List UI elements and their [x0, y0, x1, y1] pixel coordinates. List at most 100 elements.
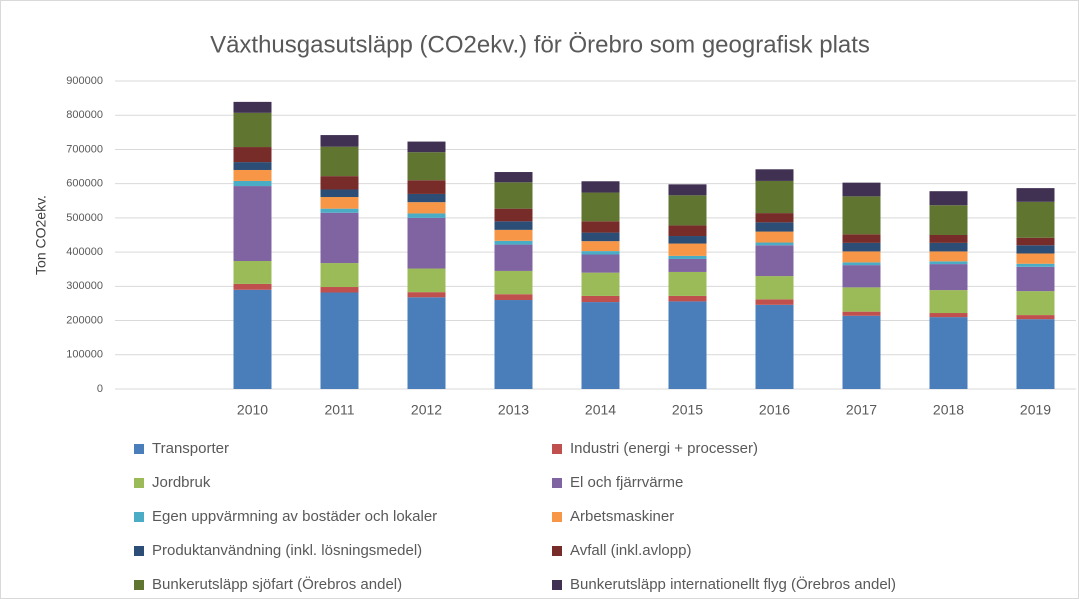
bar-segment	[581, 192, 620, 222]
bar-segment	[233, 180, 272, 187]
bar-segment	[494, 182, 533, 209]
bar-segment	[1016, 266, 1055, 292]
bar-segment	[407, 213, 446, 218]
y-tick-label: 600000	[66, 178, 103, 190]
x-tick-label: 2019	[1020, 402, 1051, 418]
bar-segment	[755, 169, 794, 181]
bar-segment	[668, 236, 707, 244]
bar-segment	[581, 181, 620, 193]
legend-label: Bunkerutsläpp internationellt flyg (Öreb…	[570, 575, 896, 593]
bar-segment	[755, 231, 794, 243]
bar-segment	[320, 263, 359, 288]
legend-swatch	[134, 512, 144, 522]
bar-segment	[668, 225, 707, 237]
legend-swatch	[552, 444, 562, 454]
bar-segment	[668, 243, 707, 256]
bar-segment	[668, 258, 707, 272]
y-tick-label: 0	[97, 383, 103, 395]
legend-swatch	[552, 546, 562, 556]
bar-segment	[494, 172, 533, 183]
bar-segment	[581, 221, 620, 233]
bar-segment	[581, 254, 620, 273]
bar-segment	[233, 101, 272, 113]
x-tick-label: 2013	[498, 402, 529, 418]
bar-segment	[755, 245, 794, 277]
bar-segment	[842, 196, 881, 235]
bar-segment	[1016, 319, 1055, 389]
bar-segment	[1016, 245, 1055, 254]
bar-segment	[755, 180, 794, 214]
bar-segment	[407, 193, 446, 203]
x-tick-label: 2016	[759, 402, 790, 418]
bar-segment	[581, 302, 620, 389]
y-tick-label: 300000	[66, 280, 103, 292]
bar-segment	[842, 242, 881, 252]
bar-segment	[929, 264, 968, 291]
x-tick-label: 2018	[933, 402, 964, 418]
y-tick-label: 700000	[66, 143, 103, 155]
legend-swatch	[134, 478, 144, 488]
bar-segment	[842, 182, 881, 197]
bar-segment	[581, 251, 620, 255]
bar-segment	[233, 186, 272, 262]
bar-segment	[842, 234, 881, 243]
bar-segment	[668, 195, 707, 226]
bar-segment	[755, 304, 794, 389]
bar-segment	[320, 146, 359, 177]
y-tick-label: 800000	[66, 109, 103, 121]
bar-segment	[668, 271, 707, 296]
bar-segment	[233, 147, 272, 163]
bar-segment	[1016, 253, 1055, 264]
y-tick-label: 900000	[66, 75, 103, 87]
y-tick-label: 400000	[66, 246, 103, 258]
y-axis-label: Ton CO2ekv.	[33, 195, 49, 275]
bar-segment	[1016, 188, 1055, 202]
bar-segment	[407, 217, 446, 269]
bar-segment	[842, 265, 881, 288]
x-tick-label: 2014	[585, 402, 616, 418]
bar-segment	[494, 221, 533, 230]
bar-segment	[929, 317, 968, 389]
bar-segment	[320, 189, 359, 198]
bar-segment	[755, 299, 794, 305]
bar-segment	[407, 141, 446, 153]
bar-segment	[929, 251, 968, 262]
bar-segment	[1016, 263, 1055, 267]
bar-segment	[494, 244, 533, 271]
bar-segment	[929, 290, 968, 314]
bar-segment	[842, 287, 881, 312]
chart-title: Växthusgasutsläpp (CO2ekv.) för Örebro s…	[210, 31, 870, 58]
bar-segment	[668, 255, 707, 259]
bar-segment	[929, 191, 968, 206]
legend-swatch	[134, 580, 144, 590]
legend-label: El och fjärrvärme	[570, 474, 683, 491]
legend-label: Industri (energi + processer)	[570, 440, 758, 457]
bar-segment	[581, 272, 620, 296]
bar-segment	[581, 295, 620, 303]
legend-label: Egen uppvärmning av bostäder och lokaler	[152, 508, 437, 525]
x-tick-label: 2010	[237, 402, 268, 418]
legend-label: Bunkerutsläpp sjöfart (Örebros andel)	[152, 575, 402, 593]
bar-segment	[494, 229, 533, 241]
bar-segment	[233, 261, 272, 284]
bar-segment	[929, 205, 968, 235]
bar-segment	[581, 232, 620, 242]
bar-segment	[755, 222, 794, 232]
bar-segment	[929, 313, 968, 318]
bar-segment	[320, 212, 359, 264]
bar-segment	[929, 242, 968, 252]
bar-segment	[320, 287, 359, 293]
legend-label: Transporter	[152, 440, 229, 457]
bar-segment	[755, 276, 794, 300]
bar-segment	[494, 208, 533, 222]
bar-segment	[233, 112, 272, 148]
bar-segment	[320, 197, 359, 209]
bar-segment	[320, 176, 359, 190]
bar-segment	[233, 283, 272, 290]
bar-segment	[929, 235, 968, 243]
x-tick-label: 2015	[672, 402, 703, 418]
bar-segment	[1016, 291, 1055, 316]
bar-segment	[842, 262, 881, 266]
